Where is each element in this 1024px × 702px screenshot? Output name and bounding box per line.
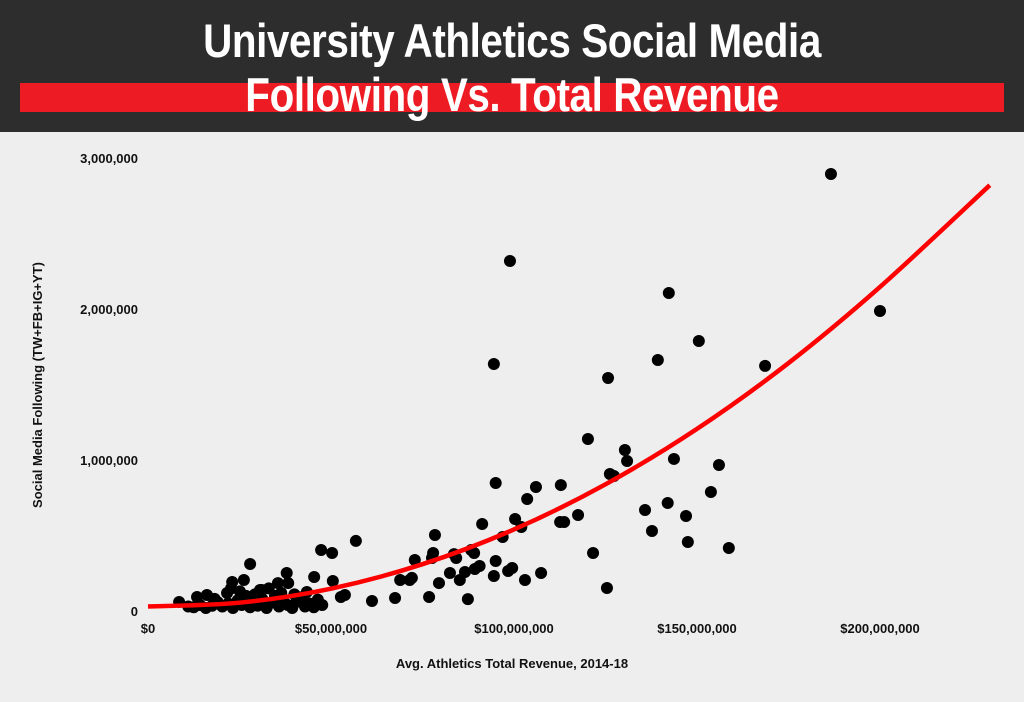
data-point <box>759 359 772 372</box>
data-point <box>262 582 275 595</box>
x-tick-label-100m: $100,000,000 <box>474 621 554 636</box>
data-point <box>572 508 585 521</box>
data-point <box>618 444 631 457</box>
data-point <box>315 543 328 556</box>
data-point <box>518 574 531 587</box>
data-point <box>403 574 416 587</box>
y-tick-label-0: 0 <box>131 604 138 619</box>
data-point <box>282 577 295 590</box>
data-point <box>667 452 680 465</box>
data-point <box>248 588 261 601</box>
data-points <box>173 168 886 614</box>
chart-title-line-2: Following Vs. Total Revenue <box>245 68 779 121</box>
data-point <box>681 535 694 548</box>
data-point <box>489 476 502 489</box>
data-point <box>237 574 250 587</box>
data-point <box>208 592 221 605</box>
x-axis-title: Avg. Athletics Total Revenue, 2014-18 <box>396 656 628 671</box>
data-point <box>874 304 886 317</box>
chart-title-line-1: University Athletics Social Media <box>203 14 821 67</box>
data-point <box>271 577 284 590</box>
data-point <box>521 492 534 505</box>
data-point <box>349 534 362 547</box>
data-point <box>473 560 486 573</box>
data-point <box>428 529 441 542</box>
x-tick-label-0: $0 <box>141 621 155 636</box>
data-point <box>461 593 474 606</box>
data-point <box>476 518 489 531</box>
data-point <box>489 555 502 568</box>
data-point <box>365 595 378 608</box>
data-point <box>326 574 339 587</box>
data-point <box>651 354 664 367</box>
data-point <box>558 516 571 529</box>
data-point <box>432 577 445 590</box>
data-point <box>308 571 321 584</box>
x-tick-label-50m: $50,000,000 <box>295 621 367 636</box>
data-point <box>468 547 481 560</box>
data-point <box>712 458 725 471</box>
data-point <box>529 481 542 494</box>
data-point <box>423 590 436 603</box>
data-point <box>394 574 407 587</box>
data-point <box>535 566 548 579</box>
data-point <box>502 564 515 577</box>
data-point <box>722 542 735 555</box>
trend-line <box>147 183 992 609</box>
data-point <box>503 254 516 267</box>
title-red-bar <box>20 83 1004 112</box>
data-point <box>662 286 675 299</box>
data-point <box>334 590 347 603</box>
data-point <box>487 569 500 582</box>
data-point <box>680 510 693 523</box>
data-point <box>389 592 402 605</box>
data-point <box>661 497 674 510</box>
title-banner: University Athletics Social Media Follow… <box>0 0 1024 132</box>
data-point <box>408 553 421 566</box>
data-point <box>244 558 257 571</box>
data-point <box>600 582 613 595</box>
data-point <box>621 455 634 468</box>
data-point <box>824 168 837 181</box>
x-tick-label-150m: $150,000,000 <box>657 621 737 636</box>
y-tick-label-1m: 1,000,000 <box>80 453 138 468</box>
x-tick-label-200m: $200,000,000 <box>840 621 920 636</box>
y-tick-label-2m: 2,000,000 <box>80 302 138 317</box>
data-point <box>692 335 705 348</box>
data-point <box>587 547 600 560</box>
data-point <box>645 524 658 537</box>
y-tick-label-3m: 3,000,000 <box>80 151 138 166</box>
data-point <box>581 433 594 446</box>
data-point <box>326 547 339 560</box>
data-point <box>602 372 615 385</box>
data-point <box>704 486 717 499</box>
data-point <box>487 357 500 370</box>
data-point <box>639 503 652 516</box>
data-point <box>443 566 456 579</box>
data-point <box>233 585 246 598</box>
data-point <box>554 479 567 492</box>
data-point <box>280 566 293 579</box>
data-point <box>458 566 471 579</box>
y-axis-title: Social Media Following (TW+FB+IG+YT) <box>30 262 45 508</box>
data-point <box>316 598 329 611</box>
